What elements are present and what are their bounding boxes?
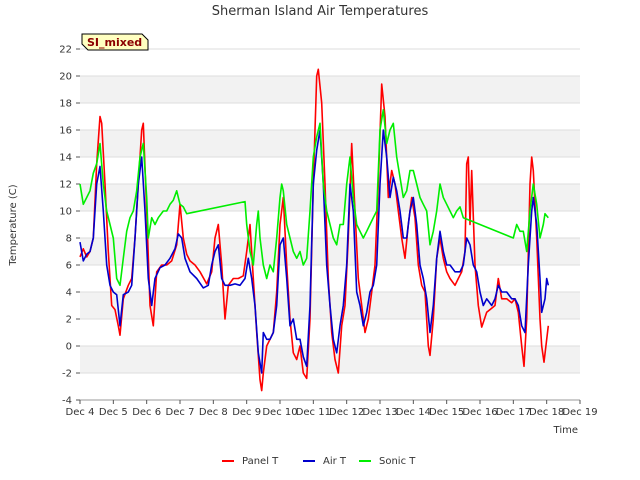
- x-tick-label: Dec 9: [232, 407, 261, 418]
- grid-band: [80, 130, 580, 157]
- series-line-sonic-t: [79, 109, 549, 287]
- x-tick-label: Dec 17: [496, 407, 531, 418]
- y-tick-label: 12: [59, 180, 72, 191]
- series-lines: [79, 68, 550, 392]
- y-tick-label: 16: [59, 126, 72, 137]
- grid-band: [80, 346, 580, 373]
- grid-band: [80, 319, 580, 346]
- x-tick-label: Dec 7: [166, 407, 195, 418]
- x-tick-label: Dec 18: [529, 407, 564, 418]
- badge-label: SI_mixed: [87, 36, 142, 49]
- y-tick-label: 6: [66, 261, 72, 272]
- y-tick-label: 20: [59, 72, 72, 83]
- series-line-panel-t: [79, 68, 550, 392]
- x-axis: Dec 4 Dec 5 Dec 6 Dec 7 Dec 8 Dec 9 Dec 10Dec …: [66, 399, 598, 418]
- y-tick-label: 22: [59, 45, 72, 56]
- y-axis-label: Temperature (C): [8, 184, 19, 266]
- y-tick-label: 8: [66, 234, 72, 245]
- legend-item: Sonic T: [359, 456, 416, 467]
- y-tick-label: -2: [62, 369, 72, 380]
- x-tick-label: Dec 5: [99, 407, 128, 418]
- legend-label: Panel T: [242, 456, 279, 467]
- grid-band: [80, 184, 580, 211]
- y-tick-label: -4: [62, 396, 72, 407]
- x-tick-label: Dec 10: [262, 407, 297, 418]
- x-axis-label: Time: [553, 425, 578, 436]
- x-tick-label: Dec 16: [462, 407, 497, 418]
- legend: Panel T Air T Sonic T: [222, 456, 416, 467]
- x-tick-label: Dec 15: [429, 407, 464, 418]
- legend-label: Sonic T: [379, 456, 416, 467]
- x-tick-label: Dec 8: [199, 407, 228, 418]
- chart-title: Sherman Island Air Temperatures: [212, 4, 429, 19]
- y-tick-label: 2: [66, 315, 72, 326]
- x-tick-label: Dec 6: [132, 407, 161, 418]
- y-axis: -4 -2 0 2 4 6 8 10 12 14 16 18 20 22: [59, 45, 80, 407]
- x-tick-label: Dec 13: [362, 407, 397, 418]
- y-tick-label: 14: [59, 153, 72, 164]
- x-tick-label: Dec 14: [396, 407, 431, 418]
- grid-band: [80, 373, 580, 400]
- legend-label: Air T: [323, 456, 347, 467]
- grid-band: [80, 49, 580, 76]
- x-tick-label: Dec 12: [329, 407, 364, 418]
- grid-band: [80, 103, 580, 130]
- y-tick-label: 4: [66, 288, 72, 299]
- grid-band: [80, 157, 580, 184]
- badge: SI_mixed: [81, 33, 149, 51]
- grid-band: [80, 76, 580, 103]
- x-tick-label: Dec 11: [296, 407, 331, 418]
- grid-band: [80, 238, 580, 265]
- y-tick-label: 0: [66, 342, 72, 353]
- y-tick-label: 10: [59, 207, 72, 218]
- x-tick-label: Dec 19: [562, 407, 597, 418]
- legend-item: Air T: [303, 456, 347, 467]
- badge-box: [81, 33, 149, 51]
- series-line-air-t: [79, 129, 550, 374]
- x-tick-label: Dec 4: [66, 407, 95, 418]
- y-tick-label: 18: [59, 99, 72, 110]
- legend-item: Panel T: [222, 456, 279, 467]
